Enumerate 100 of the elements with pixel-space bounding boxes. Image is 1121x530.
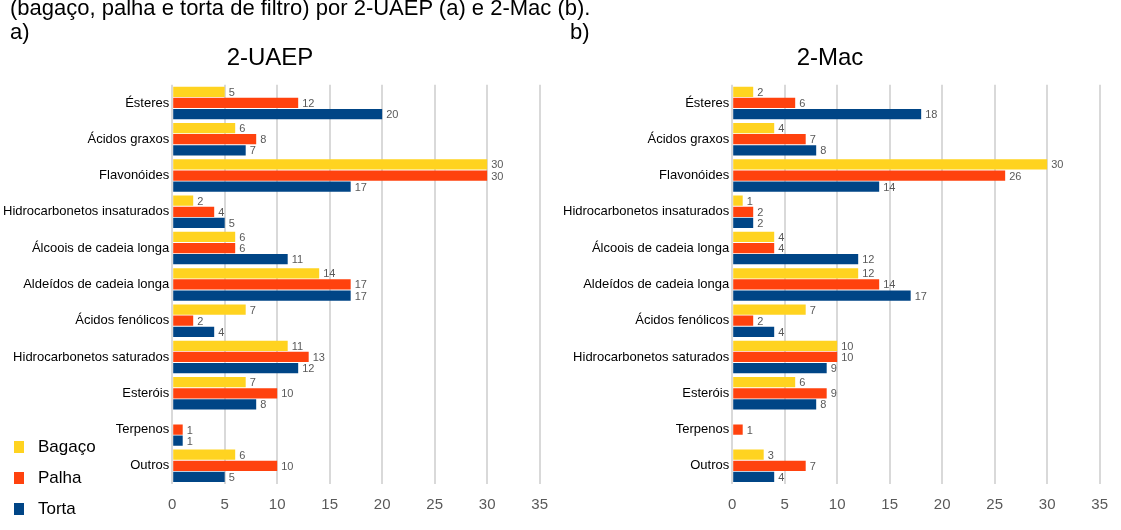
data-label: 30 bbox=[491, 158, 504, 171]
data-label: 8 bbox=[820, 398, 827, 411]
bar bbox=[733, 86, 754, 97]
bar bbox=[173, 424, 183, 435]
x-tick-label: 25 bbox=[986, 495, 1004, 513]
bar bbox=[173, 86, 225, 97]
y-tick-label: Ésteres bbox=[125, 94, 170, 110]
bar bbox=[173, 242, 236, 254]
bar bbox=[733, 159, 1048, 170]
bar bbox=[733, 195, 743, 206]
data-label: 17 bbox=[914, 289, 927, 302]
y-tick-label: Ácidos graxos bbox=[87, 130, 170, 146]
bar bbox=[173, 268, 320, 279]
data-label: 7 bbox=[809, 459, 816, 472]
y-tick-label: Hidrocarbonetos saturados bbox=[573, 348, 730, 364]
bar bbox=[733, 377, 796, 388]
data-label: 17 bbox=[354, 289, 367, 302]
bar bbox=[173, 290, 351, 301]
chart-title: 2-UAEP bbox=[226, 43, 314, 71]
x-tick-label: 15 bbox=[321, 495, 339, 513]
data-label: 1 bbox=[186, 434, 193, 447]
y-tick-label: Ácidos fenólicos bbox=[75, 312, 170, 328]
y-tick-label: Esteróis bbox=[122, 384, 170, 400]
bar bbox=[733, 471, 775, 483]
bar bbox=[173, 449, 236, 460]
x-tick-label: 0 bbox=[728, 495, 737, 513]
data-label: 9 bbox=[830, 362, 837, 375]
data-label: 6 bbox=[239, 231, 246, 244]
legend-label: Bagaço bbox=[38, 436, 96, 457]
data-label: 11 bbox=[291, 253, 304, 266]
data-label: 4 bbox=[218, 325, 225, 338]
y-tick-label: Hidrocarbonetos insaturados bbox=[562, 203, 730, 219]
bar bbox=[733, 268, 859, 279]
bar bbox=[733, 326, 775, 337]
data-label: 8 bbox=[820, 144, 827, 157]
y-tick-label: Terpenos bbox=[115, 421, 170, 437]
data-label: 4 bbox=[778, 122, 785, 135]
data-label: 12 bbox=[302, 362, 315, 375]
bar bbox=[173, 170, 488, 181]
bar bbox=[733, 304, 806, 315]
data-label: 4 bbox=[778, 242, 785, 255]
data-label: 1 bbox=[746, 194, 753, 207]
data-label: 8 bbox=[260, 398, 267, 411]
bar bbox=[733, 217, 754, 229]
bar bbox=[733, 279, 880, 290]
bar bbox=[173, 460, 278, 471]
data-label: 2 bbox=[757, 85, 764, 98]
y-tick-label: Aldeídos de cadeia longa bbox=[583, 275, 730, 291]
bar bbox=[173, 279, 351, 290]
data-label: 10 bbox=[841, 339, 854, 352]
bar bbox=[733, 290, 911, 301]
data-label: 12 bbox=[862, 267, 875, 280]
data-label: 11 bbox=[291, 339, 304, 352]
data-label: 2 bbox=[757, 216, 764, 229]
bar bbox=[173, 134, 257, 145]
data-label: 9 bbox=[830, 387, 837, 400]
x-tick-label: 35 bbox=[531, 495, 548, 513]
data-label: 6 bbox=[799, 376, 806, 389]
data-label: 2 bbox=[757, 314, 764, 327]
bar bbox=[173, 377, 246, 388]
x-tick-label: 25 bbox=[426, 495, 444, 513]
data-label: 4 bbox=[778, 471, 785, 484]
bar bbox=[733, 254, 859, 265]
x-tick-label: 5 bbox=[780, 495, 789, 513]
bar bbox=[173, 399, 257, 410]
data-label: 26 bbox=[1009, 169, 1022, 182]
data-label: 7 bbox=[249, 303, 256, 316]
bar bbox=[173, 326, 215, 337]
bar bbox=[733, 134, 806, 145]
bar bbox=[733, 181, 880, 192]
x-tick-label: 0 bbox=[168, 495, 177, 513]
y-tick-label: Outros bbox=[130, 457, 170, 473]
bar bbox=[173, 97, 299, 109]
y-tick-label: Outros bbox=[690, 457, 730, 473]
x-tick-label: 5 bbox=[220, 495, 229, 513]
data-label: 8 bbox=[260, 133, 267, 146]
y-tick-label: Hidrocarbonetos insaturados bbox=[2, 203, 170, 219]
data-label: 7 bbox=[249, 144, 256, 157]
data-label: 1 bbox=[186, 423, 193, 436]
bar bbox=[173, 362, 299, 374]
bar bbox=[733, 170, 1006, 181]
bar bbox=[733, 460, 806, 471]
data-label: 14 bbox=[883, 278, 896, 291]
bar bbox=[733, 449, 764, 460]
data-label: 6 bbox=[239, 242, 246, 255]
data-label: 14 bbox=[323, 267, 336, 280]
bar bbox=[173, 195, 194, 206]
x-tick-label: 30 bbox=[478, 495, 496, 513]
data-label: 7 bbox=[249, 376, 256, 389]
data-label: 13 bbox=[312, 351, 325, 364]
data-label: 14 bbox=[883, 180, 896, 193]
data-label: 17 bbox=[354, 180, 367, 193]
data-label: 30 bbox=[491, 169, 504, 182]
data-label: 17 bbox=[354, 278, 367, 291]
bar bbox=[733, 242, 775, 254]
bar bbox=[173, 206, 215, 217]
y-tick-label: Flavonóides bbox=[659, 167, 730, 183]
text: b) bbox=[570, 19, 591, 44]
x-tick-label: 20 bbox=[933, 495, 951, 513]
data-label: 7 bbox=[809, 133, 816, 146]
